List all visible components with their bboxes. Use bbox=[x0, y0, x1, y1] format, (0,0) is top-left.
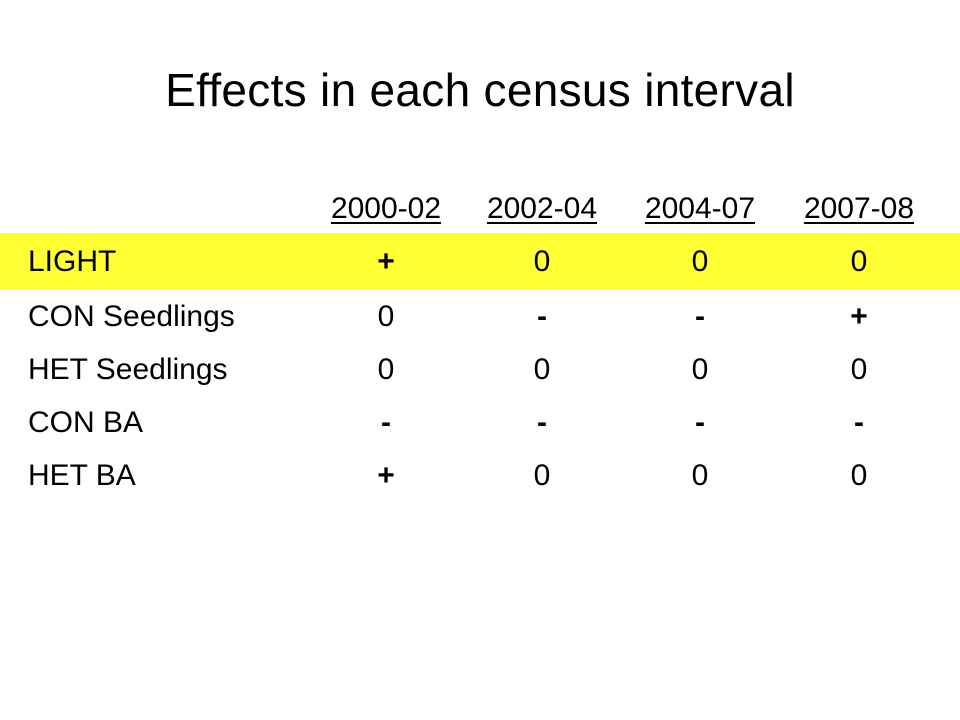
row-label: HET BA bbox=[28, 459, 136, 492]
effects-table: 2000-02 2002-04 2004-07 2007-08 LIGHT + … bbox=[0, 185, 960, 502]
row-label: CON Seedlings bbox=[28, 300, 235, 333]
slide-title: Effects in each census interval bbox=[165, 64, 795, 116]
effect-value: 0 bbox=[691, 459, 709, 492]
row-label: CON BA bbox=[28, 406, 144, 439]
column-header-2000-02: 2000-02 bbox=[330, 192, 442, 225]
table-row-het-ba: HET BA + 0 0 0 bbox=[0, 449, 960, 502]
effect-value: + bbox=[377, 459, 395, 492]
table-row-light: LIGHT + 0 0 0 bbox=[0, 233, 960, 290]
row-label: HET Seedlings bbox=[28, 353, 228, 386]
effect-value: - bbox=[695, 406, 705, 439]
effect-value: 0 bbox=[533, 245, 551, 278]
effect-value: 0 bbox=[850, 245, 868, 278]
effect-value: + bbox=[850, 300, 868, 333]
column-header-2007-08: 2007-08 bbox=[803, 192, 915, 225]
effect-value: 0 bbox=[850, 353, 868, 386]
effect-value: 0 bbox=[533, 459, 551, 492]
row-label: LIGHT bbox=[28, 245, 117, 278]
effect-value: 0 bbox=[377, 300, 395, 333]
effect-value: - bbox=[695, 300, 705, 333]
table-row-con-ba: CON BA - - - - bbox=[0, 396, 960, 449]
column-header-2002-04: 2002-04 bbox=[486, 192, 598, 225]
effect-value: + bbox=[377, 245, 395, 278]
effect-value: - bbox=[854, 406, 864, 439]
effect-value: 0 bbox=[850, 459, 868, 492]
table-row-het-seedlings: HET Seedlings 0 0 0 0 bbox=[0, 343, 960, 396]
effect-value: 0 bbox=[691, 245, 709, 278]
table-header-row: 2000-02 2002-04 2004-07 2007-08 bbox=[0, 185, 960, 233]
effect-value: 0 bbox=[533, 353, 551, 386]
effect-value: - bbox=[381, 406, 391, 439]
effect-value: - bbox=[537, 300, 547, 333]
effect-value: 0 bbox=[377, 353, 395, 386]
column-header-2004-07: 2004-07 bbox=[644, 192, 756, 225]
table-row-con-seedlings: CON Seedlings 0 - - + bbox=[0, 290, 960, 343]
effect-value: - bbox=[537, 406, 547, 439]
effect-value: 0 bbox=[691, 353, 709, 386]
